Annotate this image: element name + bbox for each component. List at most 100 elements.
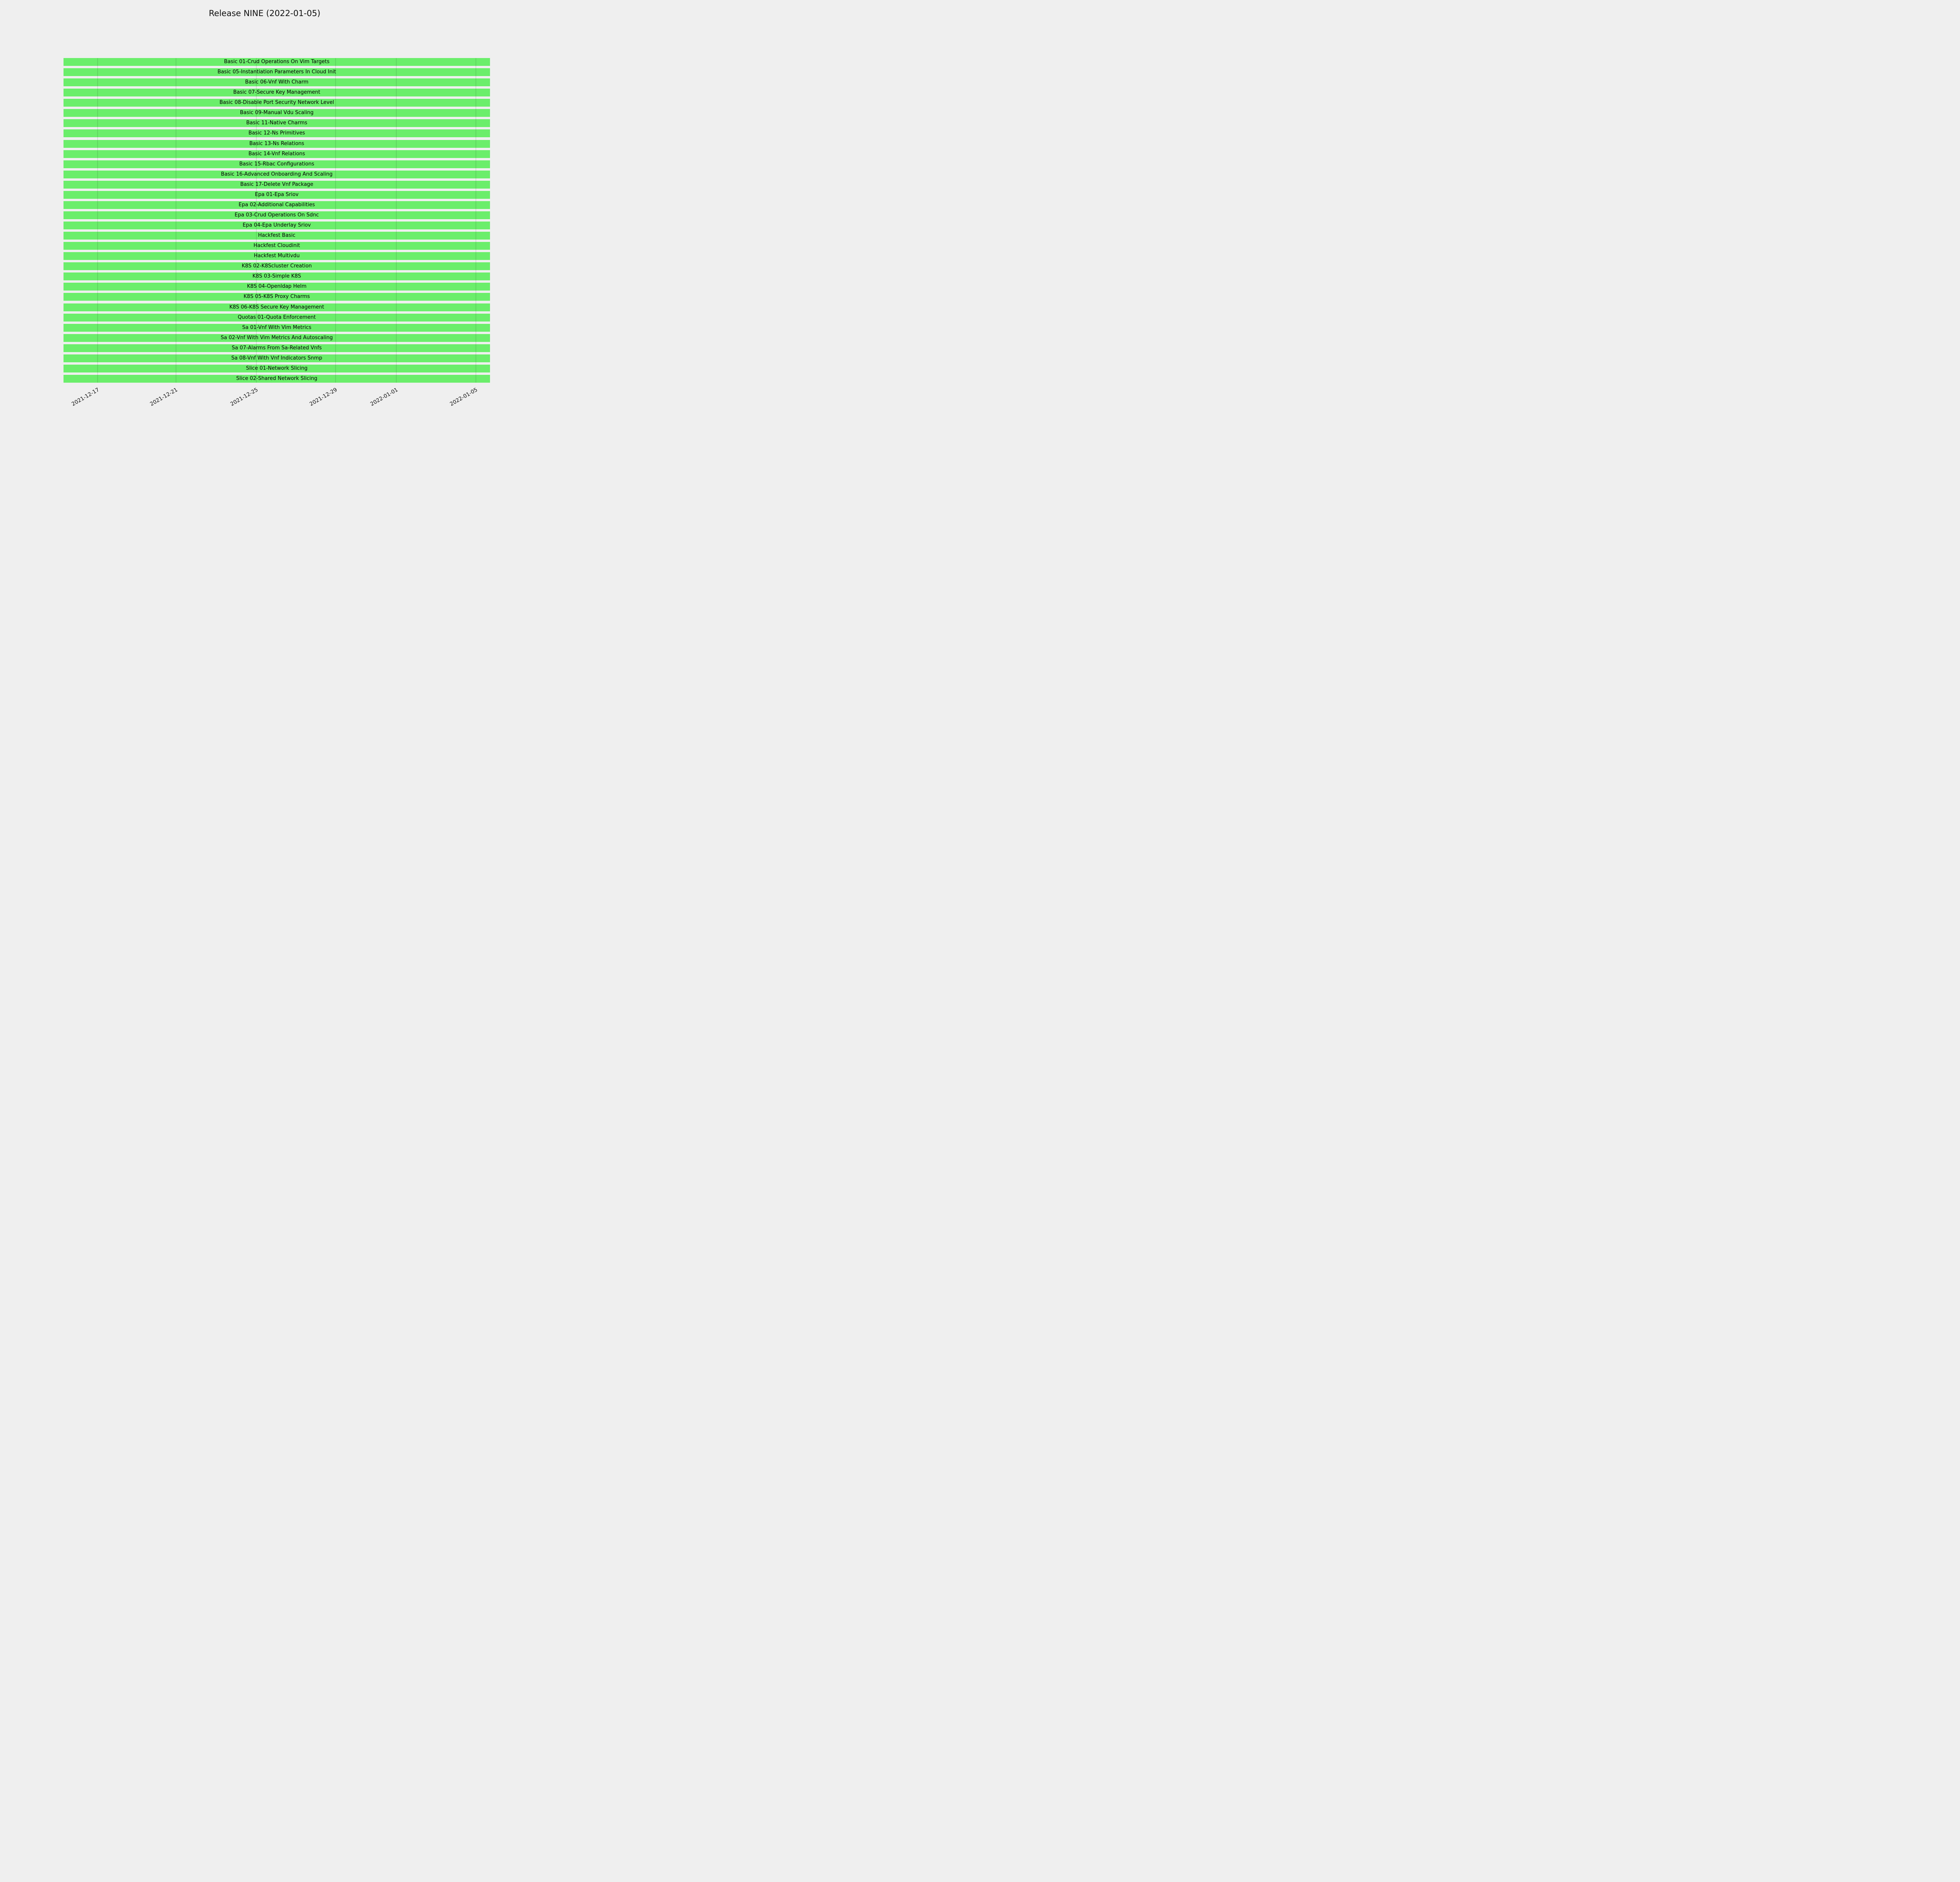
gantt-bar: Basic 05-Instantiation Parameters In Clo… <box>64 68 490 76</box>
task-label: Basic 11-Native Charms <box>246 120 307 126</box>
gantt-bar: Basic 08-Disable Port Security Network L… <box>64 99 490 107</box>
gantt-bar: Epa 03-Crud Operations On Sdnc <box>64 211 490 219</box>
gantt-bar: Basic 01-Crud Operations On Vim Targets <box>64 58 490 66</box>
gantt-chart: Release NINE (2022-01-05) Basic 01-Crud … <box>0 0 529 470</box>
gantt-bar: Sa 01-Vnf With Vim Metrics <box>64 323 490 332</box>
gantt-bar: Hackfest Cloudinit <box>64 242 490 250</box>
gantt-row: K8S 03-Simple K8S <box>64 272 490 281</box>
gantt-row: Sa 01-Vnf With Vim Metrics <box>64 323 490 332</box>
task-label: Basic 15-Rbac Configurations <box>239 161 314 167</box>
gantt-row: K8S 04-Openldap Helm <box>64 283 490 291</box>
task-label: Basic 14-Vnf Relations <box>248 151 305 157</box>
gantt-bar: Basic 17-Delete Vnf Package <box>64 180 490 189</box>
gantt-row: Basic 01-Crud Operations On Vim Targets <box>64 58 490 66</box>
x-tick-label: 2022-01-01 <box>369 387 399 408</box>
gantt-bar: K8S 05-K8S Proxy Charms <box>64 293 490 301</box>
x-tick-label: 2021-12-17 <box>70 387 100 408</box>
gantt-bar: Hackfest Multivdu <box>64 252 490 260</box>
gantt-row: Hackfest Cloudinit <box>64 242 490 250</box>
x-axis: 2021-12-17 2021-12-21 2021-12-25 2021-12… <box>64 384 490 431</box>
task-label: Sa 02-Vnf With Vim Metrics And Autoscali… <box>221 334 333 341</box>
gantt-row: Basic 11-Native Charms <box>64 119 490 127</box>
x-tick-label: 2022-01-05 <box>449 387 479 408</box>
task-label: K8S 03-Simple K8S <box>252 273 301 280</box>
task-label: Basic 08-Disable Port Security Network L… <box>219 100 334 106</box>
task-label: Quotas 01-Quota Enforcement <box>238 314 316 320</box>
gantt-row: Epa 03-Crud Operations On Sdnc <box>64 211 490 219</box>
gantt-bar: Sa 02-Vnf With Vim Metrics And Autoscali… <box>64 334 490 342</box>
gantt-bar: Slice 02-Shared Network Slicing <box>64 374 490 383</box>
gantt-row: Sa 08-Vnf With Vnf Indicators Snmp <box>64 354 490 362</box>
task-label: Basic 09-Manual Vdu Scaling <box>240 110 314 116</box>
gantt-row: Basic 15-Rbac Configurations <box>64 160 490 168</box>
task-label: Sa 01-Vnf With Vim Metrics <box>242 324 312 331</box>
x-tick-label: 2021-12-21 <box>149 387 179 408</box>
task-label: Epa 04-Epa Underlay Sriov <box>243 222 311 228</box>
gantt-bar: Sa 07-Alarms From Sa-Related Vnfs <box>64 344 490 352</box>
gantt-row: Basic 06-Vnf With Charm <box>64 78 490 87</box>
gantt-bar: Epa 01-Epa Sriov <box>64 191 490 199</box>
task-label: Basic 16-Advanced Onboarding And Scaling <box>221 171 333 177</box>
gantt-row: Sa 02-Vnf With Vim Metrics And Autoscali… <box>64 334 490 342</box>
gantt-bar: Quotas 01-Quota Enforcement <box>64 313 490 322</box>
gantt-row: Basic 17-Delete Vnf Package <box>64 180 490 189</box>
gantt-row: Basic 08-Disable Port Security Network L… <box>64 99 490 107</box>
gantt-row: Basic 07-Secure Key Management <box>64 89 490 97</box>
gantt-row: Epa 02-Additional Capabilities <box>64 201 490 209</box>
gantt-bar: Slice 01-Network Slicing <box>64 364 490 372</box>
gantt-bar: Basic 07-Secure Key Management <box>64 89 490 97</box>
gantt-bar: Basic 06-Vnf With Charm <box>64 78 490 87</box>
plot-area: Basic 01-Crud Operations On Vim Targets … <box>64 58 490 383</box>
gantt-row: Hackfest Basic <box>64 232 490 240</box>
task-label: Epa 01-Epa Sriov <box>255 191 299 198</box>
gantt-bar: Hackfest Basic <box>64 232 490 240</box>
task-label: K8S 06-K8S Secure Key Management <box>229 304 324 310</box>
task-label: Basic 01-Crud Operations On Vim Targets <box>224 59 330 65</box>
gantt-rows: Basic 01-Crud Operations On Vim Targets … <box>64 58 490 383</box>
task-label: Basic 12-Ns Primitives <box>248 130 305 136</box>
task-label: Slice 01-Network Slicing <box>246 365 308 371</box>
task-label: Epa 02-Additional Capabilities <box>238 202 315 208</box>
gantt-bar: K8S 03-Simple K8S <box>64 272 490 281</box>
x-tick-label: 2021-12-25 <box>229 387 259 408</box>
task-label: Hackfest Multivdu <box>254 253 300 259</box>
task-label: K8S 04-Openldap Helm <box>247 283 307 290</box>
task-label: K8S 02-K8Scluster Creation <box>241 263 312 269</box>
gantt-row: Basic 09-Manual Vdu Scaling <box>64 109 490 117</box>
task-label: Epa 03-Crud Operations On Sdnc <box>234 212 319 218</box>
task-label: Hackfest Basic <box>258 233 296 239</box>
gantt-row: Basic 13-Ns Relations <box>64 140 490 148</box>
task-label: Hackfest Cloudinit <box>253 243 300 249</box>
task-label: Basic 07-Secure Key Management <box>233 89 320 96</box>
task-label: Basic 17-Delete Vnf Package <box>240 181 314 187</box>
task-label: Sa 08-Vnf With Vnf Indicators Snmp <box>231 355 322 361</box>
chart-title: Release NINE (2022-01-05) <box>209 9 321 18</box>
task-label: Sa 07-Alarms From Sa-Related Vnfs <box>232 345 322 351</box>
gantt-bar: Sa 08-Vnf With Vnf Indicators Snmp <box>64 354 490 362</box>
gantt-bar: Epa 02-Additional Capabilities <box>64 201 490 209</box>
gantt-row: Slice 02-Shared Network Slicing <box>64 374 490 383</box>
task-label: K8S 05-K8S Proxy Charms <box>243 294 310 300</box>
gantt-bar: Epa 04-Epa Underlay Sriov <box>64 222 490 229</box>
gantt-row: K8S 02-K8Scluster Creation <box>64 262 490 271</box>
gantt-bar: Basic 16-Advanced Onboarding And Scaling <box>64 170 490 178</box>
gantt-row: Quotas 01-Quota Enforcement <box>64 313 490 322</box>
gantt-row: K8S 06-K8S Secure Key Management <box>64 303 490 311</box>
gantt-bar: K8S 02-K8Scluster Creation <box>64 262 490 271</box>
gantt-row: Hackfest Multivdu <box>64 252 490 260</box>
task-label: Basic 05-Instantiation Parameters In Clo… <box>217 69 336 75</box>
gantt-row: Epa 01-Epa Sriov <box>64 191 490 199</box>
task-label: Basic 13-Ns Relations <box>249 140 305 147</box>
gantt-bar: Basic 14-Vnf Relations <box>64 150 490 158</box>
gantt-bar: K8S 04-Openldap Helm <box>64 283 490 291</box>
gantt-row: Epa 04-Epa Underlay Sriov <box>64 222 490 229</box>
task-label: Slice 02-Shared Network Slicing <box>236 375 318 381</box>
x-tick-label: 2021-12-29 <box>309 387 339 408</box>
gantt-bar: Basic 12-Ns Primitives <box>64 129 490 138</box>
gantt-row: Basic 14-Vnf Relations <box>64 150 490 158</box>
gantt-row: Sa 07-Alarms From Sa-Related Vnfs <box>64 344 490 352</box>
gantt-bar: Basic 13-Ns Relations <box>64 140 490 148</box>
gantt-row: Basic 16-Advanced Onboarding And Scaling <box>64 170 490 178</box>
gantt-bar: Basic 09-Manual Vdu Scaling <box>64 109 490 117</box>
gantt-row: K8S 05-K8S Proxy Charms <box>64 293 490 301</box>
